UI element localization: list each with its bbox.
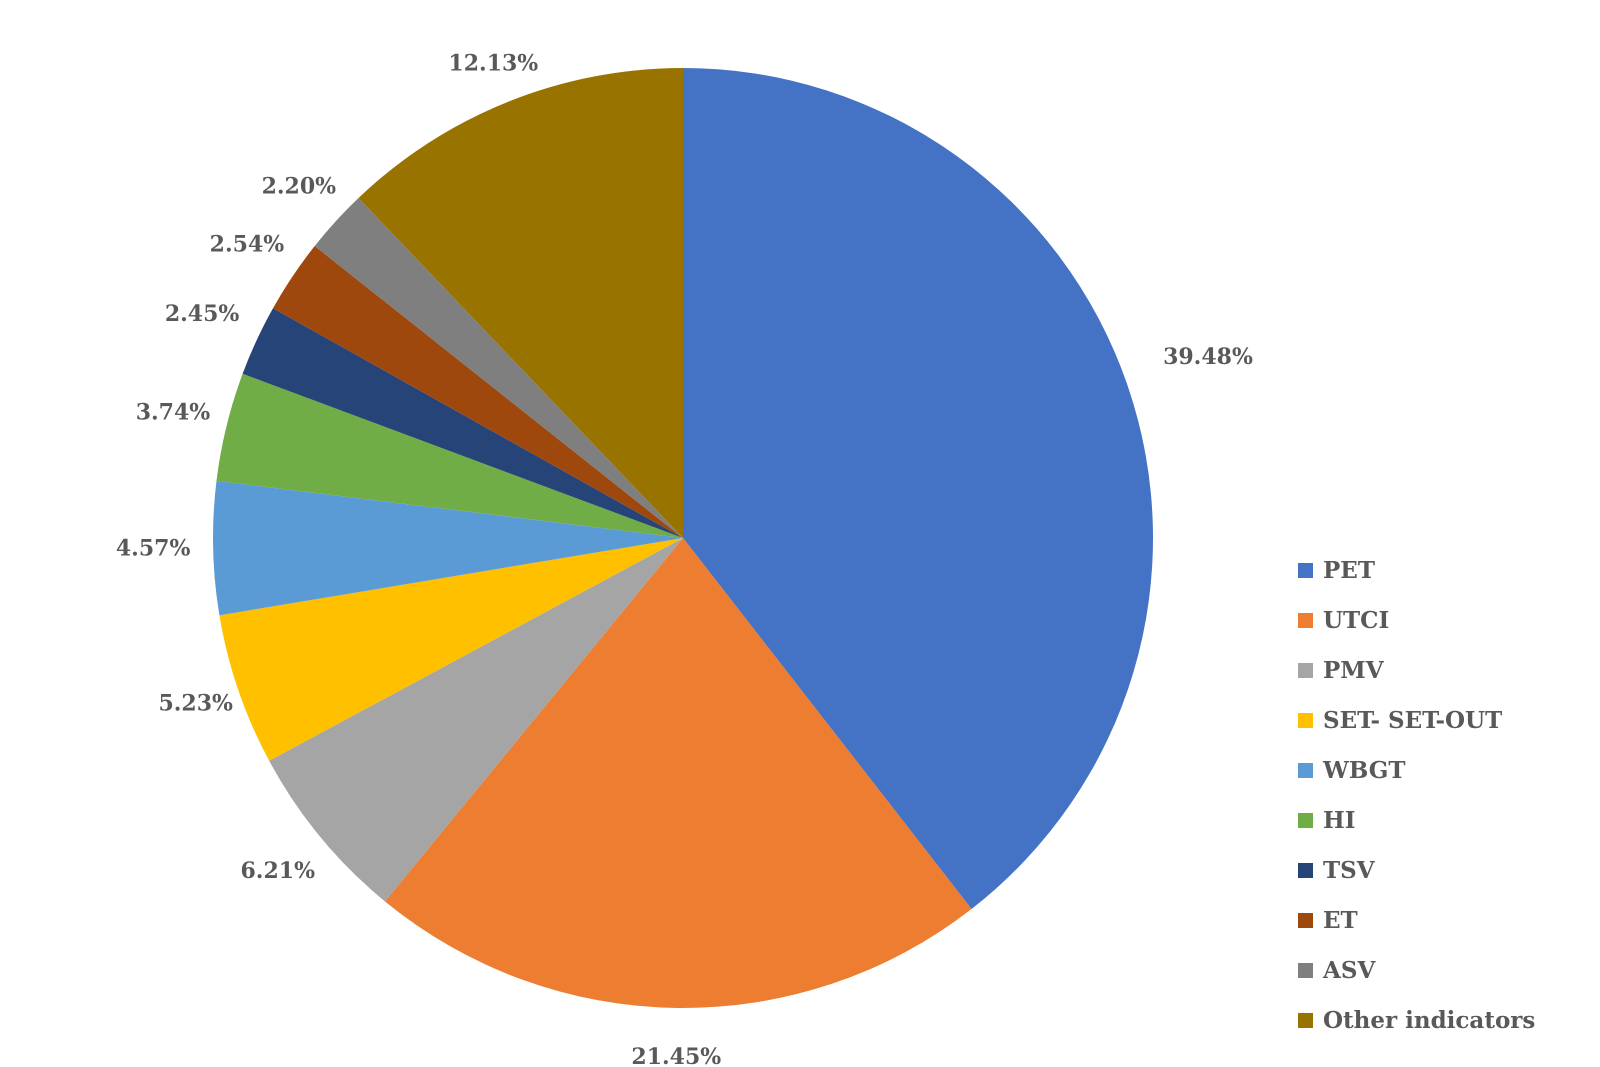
- data-label: 39.48%: [1163, 344, 1253, 370]
- pie-slices: [213, 68, 1153, 1008]
- pie-slice-tsv: [242, 308, 683, 538]
- pie-slice-pmv: [269, 538, 683, 902]
- data-label: 6.21%: [240, 858, 315, 884]
- legend-item: PET: [1298, 545, 1535, 595]
- pie-data-labels: 39.48% 21.45% 6.21% 5.23% 4.57% 3.74% 2.45% 2.5…: [116, 51, 1253, 1067]
- data-label: 2.20%: [262, 174, 337, 200]
- data-label: 21.45%: [631, 1044, 721, 1067]
- pie-slice-pet: [683, 68, 1153, 910]
- legend-label: ASV: [1323, 956, 1376, 984]
- data-label: 5.23%: [158, 691, 233, 717]
- legend-label: TSV: [1323, 856, 1375, 884]
- legend-label: ET: [1323, 906, 1358, 934]
- legend-item: UTCI: [1298, 595, 1535, 645]
- legend-swatch: [1298, 912, 1313, 928]
- pie-slice-other-indicators: [358, 68, 683, 538]
- data-label: 12.13%: [448, 51, 538, 77]
- legend-swatch: [1298, 662, 1313, 678]
- pie-slice-asv: [314, 198, 683, 538]
- legend-swatch: [1298, 862, 1313, 878]
- legend-item: HI: [1298, 795, 1535, 845]
- data-label: 2.45%: [165, 301, 240, 327]
- data-label: 3.74%: [136, 400, 211, 426]
- legend-item: TSV: [1298, 845, 1535, 895]
- pie-slice-set-set-out: [219, 538, 683, 761]
- pie-slice-wbgt: [213, 480, 684, 616]
- legend-swatch: [1298, 962, 1313, 978]
- legend-item: SET- SET-OUT: [1298, 695, 1535, 745]
- legend-label: PMV: [1323, 656, 1384, 684]
- legend-item: Other indicators: [1298, 995, 1535, 1045]
- legend-label: WBGT: [1323, 756, 1406, 784]
- pie-slice-et: [272, 245, 683, 538]
- legend-item: ASV: [1298, 945, 1535, 995]
- legend-label: PET: [1323, 556, 1375, 584]
- legend-label: HI: [1323, 806, 1356, 834]
- data-label: 4.57%: [116, 535, 191, 561]
- data-label: 2.54%: [210, 232, 285, 258]
- legend-swatch: [1298, 1012, 1313, 1028]
- legend-swatch: [1298, 762, 1313, 778]
- legend-item: WBGT: [1298, 745, 1535, 795]
- pie-slice-hi: [216, 373, 683, 538]
- legend-swatch: [1298, 812, 1313, 828]
- legend-item: ET: [1298, 895, 1535, 945]
- legend-swatch: [1298, 612, 1313, 628]
- pie-slice-utci: [385, 538, 972, 1008]
- chart-legend: PET UTCI PMV SET- SET-OUT WBGT HI TSV ET ASV Othe…: [1298, 545, 1535, 1045]
- legend-label: SET- SET-OUT: [1323, 706, 1503, 734]
- legend-label: UTCI: [1323, 606, 1390, 634]
- legend-label: Other indicators: [1323, 1006, 1536, 1034]
- legend-swatch: [1298, 712, 1313, 728]
- legend-item: PMV: [1298, 645, 1535, 695]
- legend-swatch: [1298, 562, 1313, 578]
